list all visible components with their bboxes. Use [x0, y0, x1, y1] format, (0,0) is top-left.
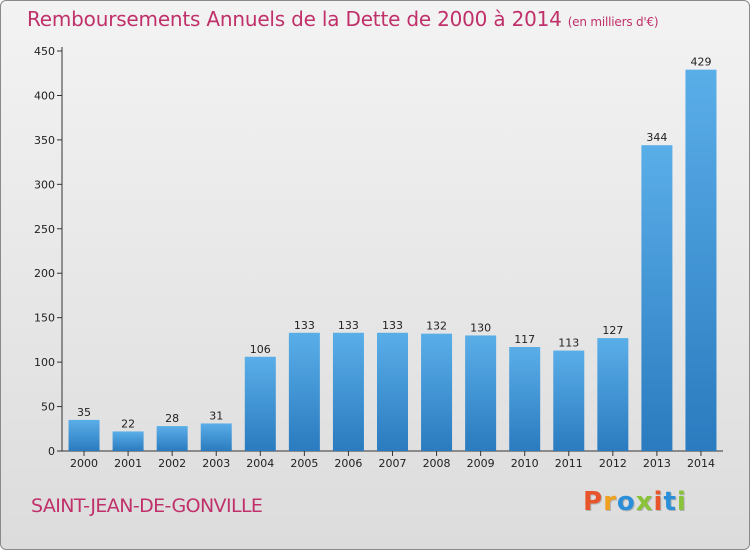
data-label: 127: [602, 324, 623, 337]
bar: [421, 333, 453, 451]
bar: [112, 431, 144, 451]
x-tick-label: 2004: [246, 457, 274, 470]
data-label: 113: [558, 337, 579, 350]
logo-letter: r: [603, 487, 617, 517]
y-tick-label: 450: [34, 45, 55, 58]
y-tick-label: 150: [34, 312, 55, 325]
bar: [244, 356, 276, 451]
logo-letter: P: [583, 487, 604, 517]
data-label: 35: [77, 406, 91, 419]
bar: [68, 419, 100, 451]
y-tick-label: 0: [48, 445, 55, 458]
x-tick-label: 2000: [70, 457, 98, 470]
data-label: 429: [690, 56, 711, 69]
y-tick-label: 100: [34, 356, 55, 369]
bar: [597, 338, 629, 451]
x-tick-label: 2001: [114, 457, 142, 470]
logo-letter: i: [676, 487, 687, 517]
proxiti-logo: Proxiti: [583, 487, 687, 517]
x-tick-label: 2011: [555, 457, 583, 470]
data-label: 133: [338, 319, 359, 332]
bar: [553, 350, 585, 451]
chart-title-text: Remboursements Annuels de la Dette de 20…: [27, 7, 562, 31]
data-label: 133: [294, 319, 315, 332]
x-tick-label: 2002: [158, 457, 186, 470]
data-label: 106: [250, 343, 271, 356]
x-tick-label: 2009: [467, 457, 495, 470]
logo-letter: x: [635, 487, 654, 517]
bar: [465, 335, 497, 451]
chart-title: Remboursements Annuels de la Dette de 20…: [27, 7, 659, 31]
logo-letter: i: [653, 487, 664, 517]
y-tick-label: 350: [34, 134, 55, 147]
bar: [156, 426, 188, 451]
y-tick-label: 50: [41, 401, 55, 414]
y-tick-label: 250: [34, 223, 55, 236]
data-label: 344: [646, 131, 667, 144]
x-tick-label: 2003: [202, 457, 230, 470]
data-label: 132: [426, 320, 447, 333]
bar: [685, 69, 717, 452]
y-tick-label: 300: [34, 178, 55, 191]
x-tick-label: 2006: [334, 457, 362, 470]
x-tick-label: 2013: [643, 457, 671, 470]
y-tick-label: 200: [34, 267, 55, 280]
x-tick-label: 2008: [423, 457, 451, 470]
bar: [377, 332, 408, 451]
x-tick-label: 2007: [379, 457, 407, 470]
data-label: 133: [382, 319, 403, 332]
y-tick-label: 400: [34, 89, 55, 102]
data-label: 31: [209, 409, 223, 422]
data-label: 130: [470, 321, 491, 334]
bar: [509, 347, 541, 451]
town-name: SAINT-JEAN-DE-GONVILLE: [31, 495, 263, 517]
x-tick-label: 2010: [511, 457, 539, 470]
data-label: 28: [165, 412, 179, 425]
chart-subtitle: (en milliers d'€): [567, 15, 659, 29]
bar: [641, 145, 673, 451]
bar: [332, 332, 364, 451]
x-tick-label: 2014: [687, 457, 715, 470]
x-tick-label: 2012: [599, 457, 627, 470]
bar: [288, 332, 320, 451]
bar: [200, 423, 232, 451]
logo-letter: t: [663, 487, 677, 517]
data-label: 117: [514, 333, 535, 346]
logo-letter: o: [616, 487, 636, 517]
x-tick-label: 2005: [290, 457, 318, 470]
data-label: 22: [121, 417, 135, 430]
